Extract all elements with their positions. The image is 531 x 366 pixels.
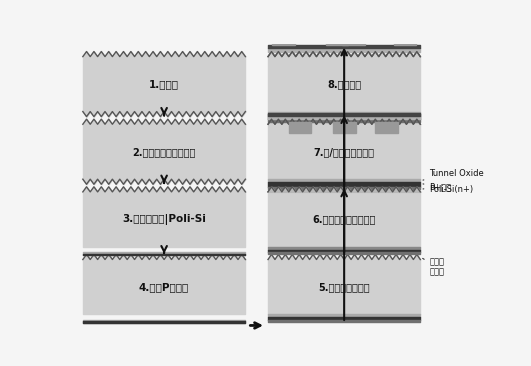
- Text: 氧化镓
钝化层: 氧化镓 钝化层: [423, 257, 444, 277]
- Bar: [272, 34, 295, 45]
- Text: 6.正面激光选择性掺杂: 6.正面激光选择性掺杂: [312, 214, 376, 224]
- Text: 2.硼扩散（硼扩机台）: 2.硼扩散（硼扩机台）: [132, 147, 196, 157]
- Bar: [375, 122, 398, 133]
- Bar: [342, 34, 365, 45]
- Text: 5.正面沉积氧化镓: 5.正面沉积氧化镓: [319, 282, 370, 292]
- Text: 4.背面P后扩散: 4.背面P后扩散: [139, 282, 189, 292]
- Text: 8.丝网印刷: 8.丝网印刷: [327, 79, 361, 89]
- Text: Poli-Si(n+): Poli-Si(n+): [423, 184, 474, 194]
- Text: P+区域: P+区域: [423, 182, 451, 191]
- Text: 1.碱制绒: 1.碱制绒: [149, 79, 179, 89]
- Bar: [326, 34, 348, 45]
- Text: Tunnel Oxide: Tunnel Oxide: [423, 169, 484, 180]
- Bar: [393, 34, 416, 45]
- Bar: [333, 122, 356, 133]
- Bar: [289, 122, 311, 133]
- Text: 3.二氧化硅和|Poli-Si: 3.二氧化硅和|Poli-Si: [122, 214, 206, 225]
- Text: 7.正/背面沉积氮化硅: 7.正/背面沉积氮化硅: [314, 147, 375, 157]
